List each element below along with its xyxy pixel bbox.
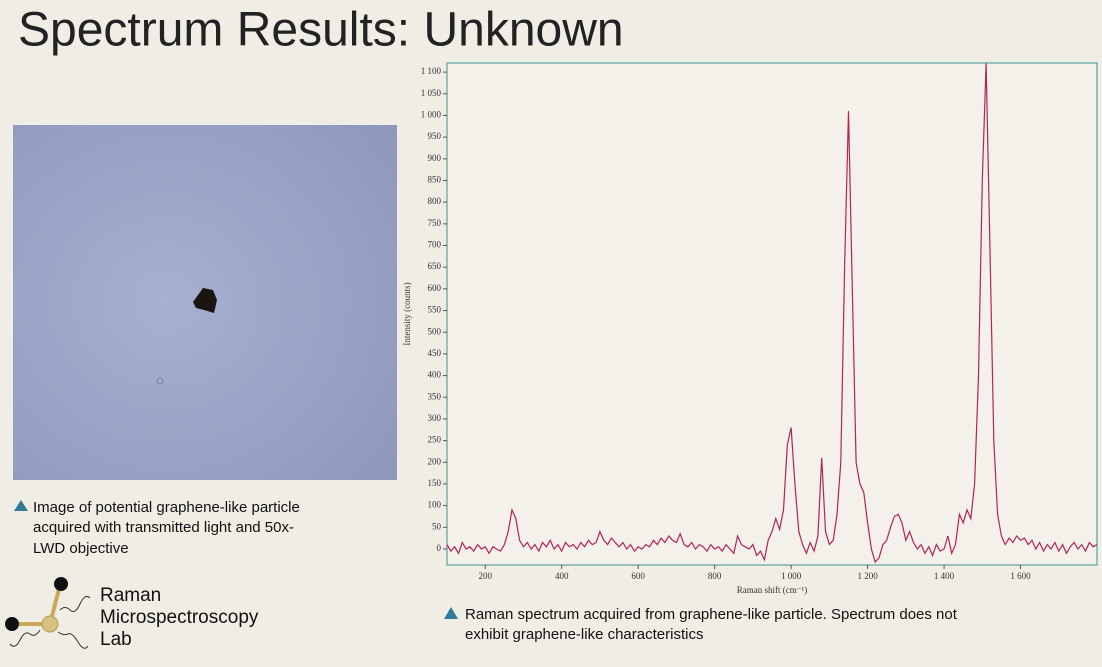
logo-text: Microspectroscopy — [100, 607, 259, 628]
x-tick-label: 200 — [478, 571, 492, 581]
y-tick-label: 200 — [428, 456, 442, 466]
caption-line: Raman spectrum acquired from graphene-li… — [465, 606, 958, 623]
chart: 0 50 100 150 200 250 300 350 400 450 500 550 600 650 7… — [421, 63, 1098, 581]
caption-line: exhibit graphene-like characteristics — [465, 626, 703, 643]
x-tick-label: 1 400 — [934, 571, 955, 581]
y-tick-label: 650 — [428, 261, 442, 271]
y-tick-label: 100 — [428, 500, 442, 510]
bullet — [444, 607, 458, 619]
x-tick-label: 400 — [555, 571, 569, 581]
slide-title: Spectrum Results: Unknown — [18, 4, 624, 57]
y-tick-label: 400 — [428, 370, 442, 380]
y-tick-label: 950 — [428, 131, 442, 141]
y-tick-label: 150 — [428, 478, 442, 488]
x-tick-label: 800 — [708, 571, 722, 581]
caption-line: LWD objective — [33, 540, 129, 557]
speck — [156, 377, 164, 385]
logo-text: Lab — [100, 629, 132, 650]
y-tick-label: 350 — [428, 391, 442, 401]
y-tick-label: 850 — [428, 175, 442, 185]
x-axis-label: Raman shift (cm⁻¹) — [737, 585, 807, 595]
spectrum-line — [446, 63, 1098, 564]
y-axis-label: Intensity (counts) — [402, 282, 412, 345]
particle — [193, 288, 217, 313]
y-tick-label: 700 — [428, 240, 442, 250]
x-tick-label: 1 000 — [781, 571, 802, 581]
y-tick-label: 800 — [428, 196, 442, 206]
y-tick-label: 900 — [428, 153, 442, 163]
y-tick-label: 1 100 — [421, 66, 442, 76]
y-tick-label: 450 — [428, 348, 442, 358]
y-tick-label: 250 — [428, 435, 442, 445]
bullet — [14, 500, 28, 511]
y-tick-label: 600 — [428, 283, 442, 293]
logo-text: Raman — [100, 585, 161, 606]
y-tick-label: 550 — [428, 305, 442, 315]
plot-area — [446, 62, 1098, 566]
y-tick-label: 500 — [428, 326, 442, 336]
caption-line: acquired with transmitted light and 50x- — [33, 519, 294, 536]
y-tick-label: 1 000 — [421, 110, 442, 120]
micrograph — [13, 125, 397, 480]
y-tick-label: 1 050 — [421, 88, 442, 98]
y-tick-label: 50 — [432, 521, 442, 531]
logo: Raman Microspectroscopy Lab — [5, 577, 259, 650]
y-tick-label: 300 — [428, 413, 442, 423]
x-tick-label: 1 600 — [1010, 571, 1031, 581]
y-tick-label: 0 — [437, 543, 442, 553]
y-tick-label: 750 — [428, 218, 442, 228]
x-tick-label: 1 200 — [857, 571, 878, 581]
caption-line: Image of potential graphene-like particl… — [33, 499, 300, 516]
x-tick-label: 600 — [631, 571, 645, 581]
